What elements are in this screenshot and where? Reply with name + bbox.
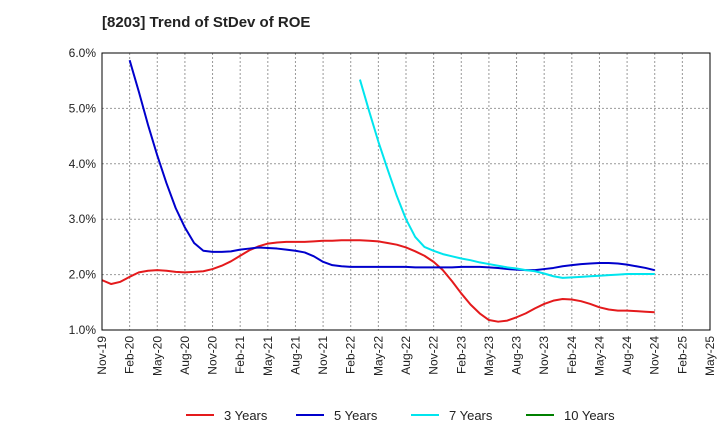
y-tick-label: 5.0% — [69, 101, 97, 115]
x-tick-label: Aug-23 — [510, 336, 524, 375]
y-tick-label: 4.0% — [69, 157, 97, 171]
y-tick-label: 3.0% — [69, 212, 97, 226]
x-tick-label: May-25 — [703, 336, 717, 376]
x-tick-label: Aug-20 — [178, 336, 192, 375]
legend-label-7-years: 7 Years — [449, 408, 493, 423]
x-axis: Nov-19 Feb-20 May-20 Aug-20 Nov-20 Feb-21 May-… — [95, 336, 717, 376]
plot-frame — [101, 52, 711, 331]
y-tick-label: 6.0% — [69, 46, 97, 60]
x-tick-label: May-23 — [482, 336, 496, 376]
x-tick-label: Nov-24 — [648, 336, 662, 375]
legend-label-10-years: 10 Years — [564, 408, 615, 423]
grid-layer — [102, 52, 710, 331]
series-line-3-years — [101, 239, 655, 323]
y-tick-label: 1.0% — [69, 323, 97, 337]
x-tick-label: Feb-24 — [565, 336, 579, 374]
legend: 3 Years 5 Years 7 Years 10 Years — [186, 408, 615, 423]
x-tick-label: Feb-21 — [233, 336, 247, 374]
x-tick-label: Feb-25 — [675, 336, 689, 374]
x-tick-label: Aug-21 — [288, 336, 302, 375]
series-layer — [101, 59, 655, 323]
x-tick-label: Nov-20 — [206, 336, 220, 375]
x-tick-label: May-22 — [371, 336, 385, 376]
x-tick-label: Nov-23 — [537, 336, 551, 375]
x-tick-label: May-20 — [150, 336, 164, 376]
x-tick-label: Aug-24 — [620, 336, 634, 375]
x-tick-label: May-21 — [261, 336, 275, 376]
y-tick-label: 2.0% — [69, 268, 97, 282]
x-tick-label: Nov-19 — [95, 336, 109, 375]
x-tick-label: May-24 — [592, 336, 606, 376]
y-axis: 1.0% 2.0% 3.0% 4.0% 5.0% 6.0% — [69, 46, 97, 337]
x-tick-label: Feb-23 — [454, 336, 468, 374]
legend-label-5-years: 5 Years — [334, 408, 378, 423]
chart-title: [8203] Trend of StDev of ROE — [102, 14, 311, 31]
x-tick-label: Nov-22 — [427, 336, 441, 375]
series-line-7-years — [358, 79, 655, 279]
x-tick-label: Feb-22 — [344, 336, 358, 374]
x-tick-label: Nov-21 — [316, 336, 330, 375]
legend-label-3-years: 3 Years — [224, 408, 268, 423]
x-tick-label: Aug-22 — [399, 336, 413, 375]
series-line-5-years — [128, 59, 655, 272]
x-tick-label: Feb-20 — [123, 336, 137, 374]
